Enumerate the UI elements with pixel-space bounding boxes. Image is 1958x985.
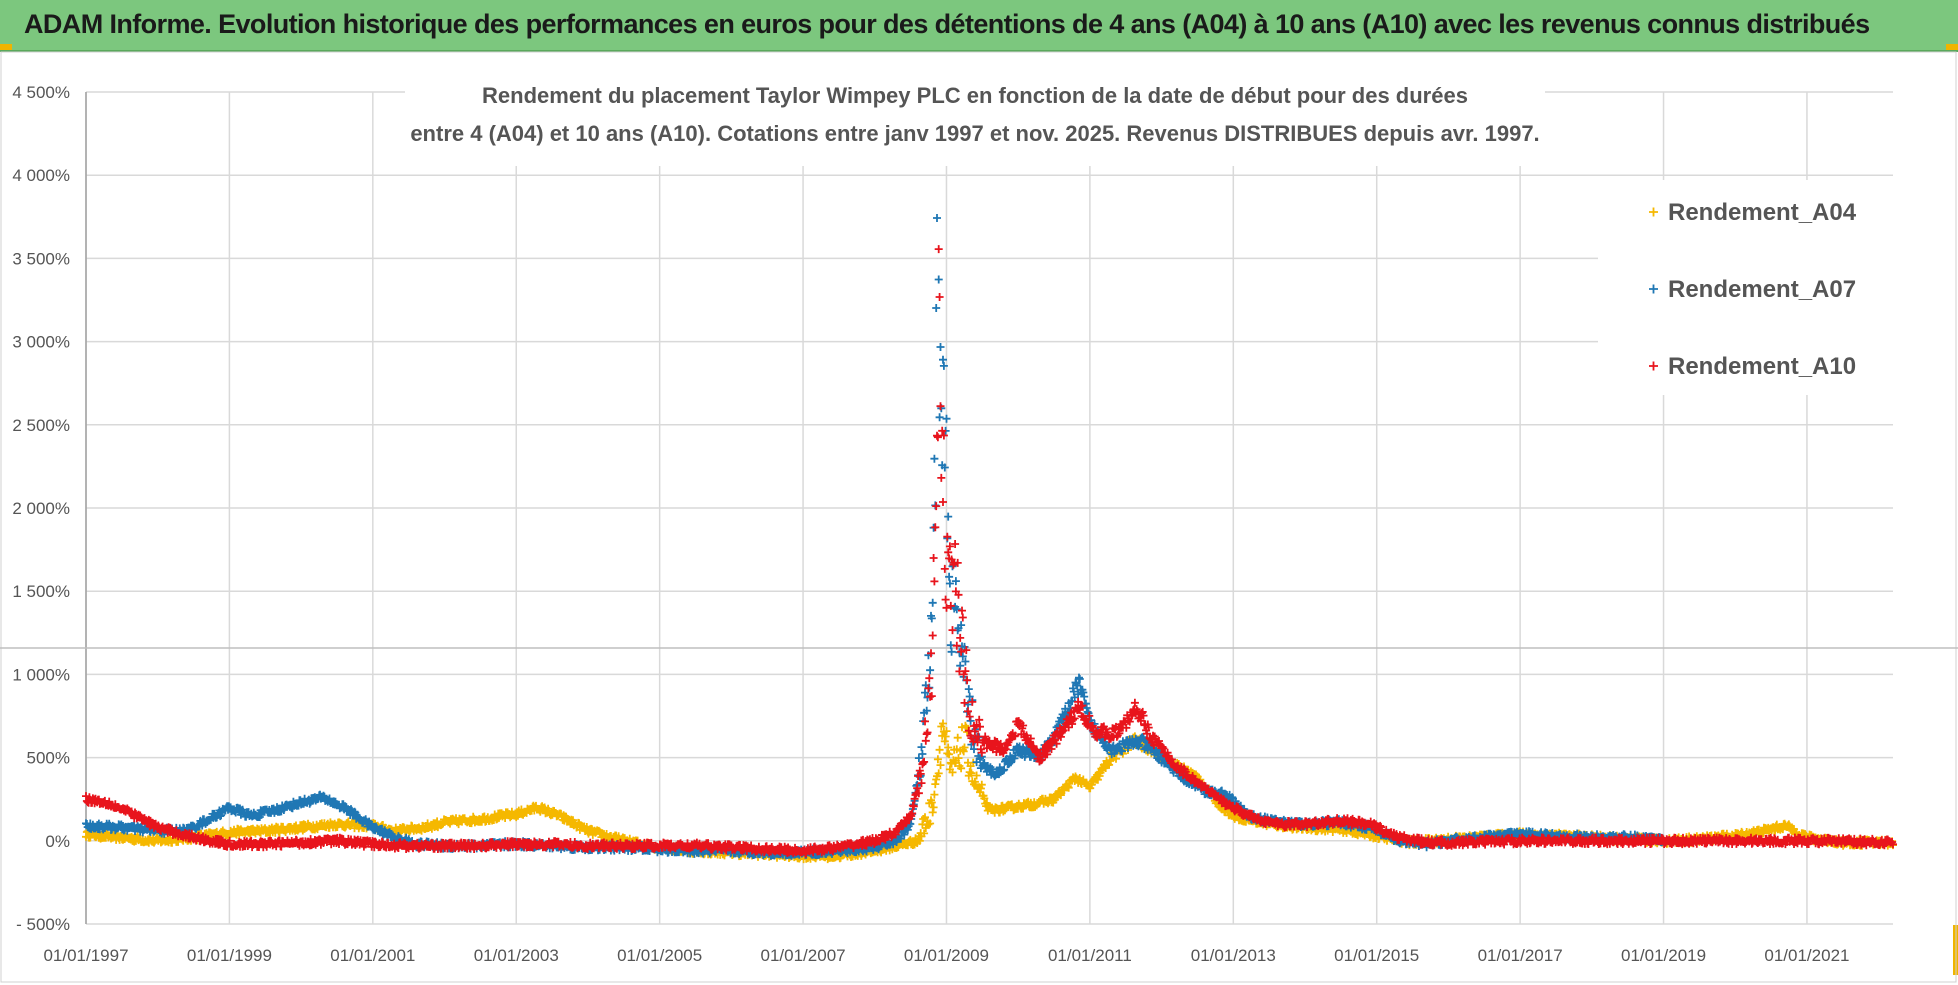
legend-label-A07: Rendement_A07	[1668, 276, 1856, 303]
legend: Rendement_A04 Rendement_A07 Rendement_A10	[1598, 180, 1894, 395]
x-tick-label: 01/01/1997	[43, 946, 128, 965]
legend-marker-A04	[1649, 207, 1658, 217]
y-tick-label: 2 500%	[12, 416, 70, 435]
x-tick-label: 01/01/2007	[761, 946, 846, 965]
legend-box	[1598, 180, 1894, 395]
y-tick-label: 500%	[27, 749, 70, 768]
legend-label-A04: Rendement_A04	[1668, 199, 1857, 226]
y-tick-label: 0%	[45, 832, 70, 851]
corner-mark	[1946, 44, 1958, 50]
x-tick-label: 01/01/2009	[904, 946, 989, 965]
gridlines	[85, 91, 1893, 925]
chart-title-line-2: entre 4 (A04) et 10 ans (A10). Cotations…	[410, 121, 1539, 146]
header-bar: ADAM Informe. Evolution historique des p…	[0, 0, 1958, 52]
x-tick-label: 01/01/2015	[1334, 946, 1419, 965]
legend-label-A10: Rendement_A10	[1668, 353, 1856, 380]
series-markers-A07	[82, 137, 1668, 860]
x-tick-label: 01/01/2017	[1478, 946, 1563, 965]
legend-marker-A10	[1649, 361, 1658, 371]
x-tick-label: 01/01/2001	[330, 946, 415, 965]
series-markers-A10	[82, 245, 1897, 858]
x-tick-label: 01/01/2013	[1191, 946, 1276, 965]
y-tick-label: - 500%	[16, 915, 70, 934]
y-tick-label: 1 500%	[12, 582, 70, 601]
scatter-series	[82, 137, 1897, 864]
chart-frame	[0, 51, 1957, 983]
series-A10	[82, 245, 1897, 858]
legend-marker-A07	[1649, 284, 1658, 294]
x-tick-label: 01/01/2021	[1764, 946, 1849, 965]
x-axis-ticks: 01/01/1997 01/01/1999 01/01/2001 01/01/2003…	[43, 946, 1849, 965]
corner-mark	[0, 44, 12, 50]
y-tick-label: 3 500%	[12, 249, 70, 268]
x-tick-label: 01/01/2005	[617, 946, 702, 965]
y-tick-label: 4 500%	[12, 83, 70, 102]
page-title: ADAM Informe. Evolution historique des p…	[24, 9, 1870, 39]
y-tick-label: 1 000%	[12, 665, 70, 684]
x-tick-label: 01/01/1999	[187, 946, 272, 965]
y-tick-label: 4 000%	[12, 166, 70, 185]
title-box	[405, 68, 1545, 166]
y-tick-label: 2 000%	[12, 499, 70, 518]
y-axis-ticks: - 500% 0% 500% 1 000% 1 500% 2 000% 2 500% 3 00…	[12, 83, 70, 934]
x-tick-label: 01/01/2019	[1621, 946, 1706, 965]
y-tick-label: 3 000%	[12, 333, 70, 352]
x-tick-label: 01/01/2003	[474, 946, 559, 965]
chart-title-line-1: Rendement du placement Taylor Wimpey PLC…	[482, 83, 1468, 108]
series-A07	[82, 137, 1668, 860]
x-tick-label: 01/01/2011	[1048, 946, 1132, 965]
